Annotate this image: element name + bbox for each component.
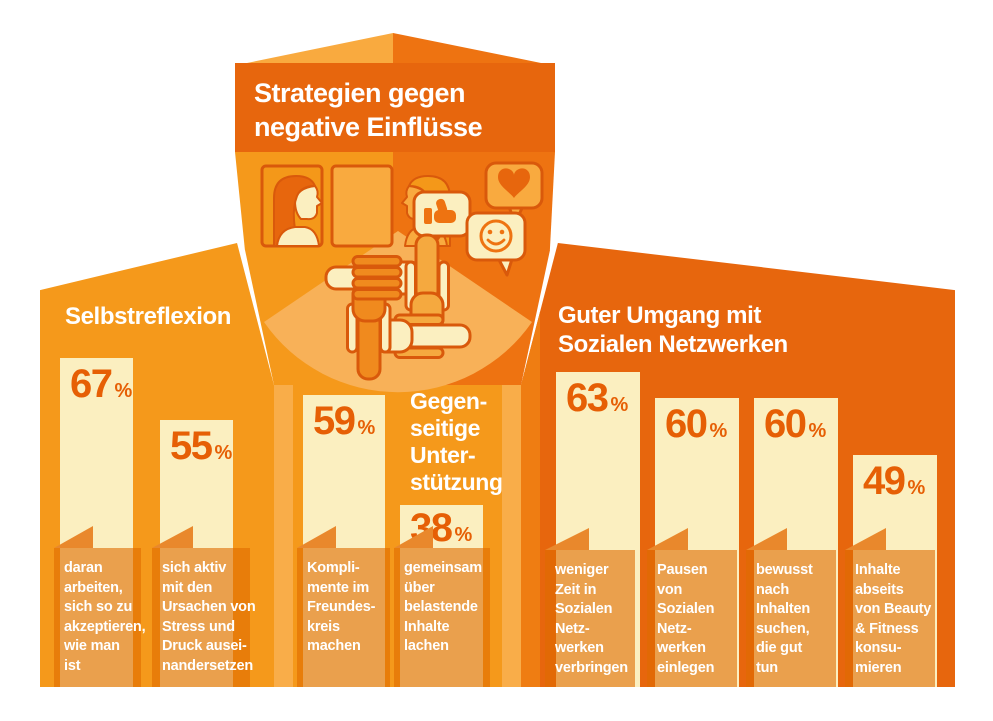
bar-label: gemeinsam über belastende Inhalte lachen <box>404 560 482 654</box>
bar-value: 55% <box>170 424 233 468</box>
divider-strip <box>502 385 521 687</box>
bar-label: daran arbeiten, sich so zu akzeptieren, … <box>64 560 146 674</box>
roof-left-shape <box>247 33 393 63</box>
bar-label: Kompli- mente im Freundes- kreis machen <box>307 560 376 654</box>
bar-label-panel: bewusst nach Inhalten suchen, die gut tu… <box>746 550 836 687</box>
icon-artwork <box>260 161 544 393</box>
fan-shape <box>264 231 532 393</box>
bar-label: Pausen von Sozialen Netz- werken einlege… <box>657 562 715 676</box>
smiley-icon <box>479 219 513 253</box>
bar-label: weniger Zeit in Sozialen Netz- werken ve… <box>555 562 628 676</box>
bar-value: 59% <box>313 399 376 443</box>
heart-icon <box>498 168 530 198</box>
bar-label-panel: Pausen von Sozialen Netz- werken einlege… <box>647 550 737 687</box>
heading-unterstuetzung: Gegen- seitige Unter- stützung <box>410 388 503 495</box>
page-title: Strategien gegen negative Einflüsse <box>254 78 483 142</box>
bar-value: 60% <box>665 402 728 446</box>
bar-label-panel: Kompli- mente im Freundes- kreis machen <box>297 548 390 687</box>
bar-label-panel: daran arbeiten, sich so zu akzeptieren, … <box>54 548 146 687</box>
roof-right-shape <box>393 33 541 63</box>
title-box: Strategien gegen negative Einflüsse <box>235 63 555 152</box>
bar-label-panel: gemeinsam über belastende Inhalte lachen <box>394 548 490 687</box>
divider-strip <box>274 385 293 687</box>
bar-label: bewusst nach Inhalten suchen, die gut tu… <box>756 562 813 676</box>
bar-value: 49% <box>863 459 926 503</box>
bar-label: sich aktiv mit den Ursachen von Stress u… <box>162 560 256 674</box>
bar-label: Inhalte abseits von Beauty & Fitness kon… <box>855 562 932 676</box>
bar-label-panel: sich aktiv mit den Ursachen von Stress u… <box>152 548 256 687</box>
bar-value: 63% <box>566 376 629 420</box>
heading-soziale-netzwerke: Guter Umgang mit Sozialen Netzwerken <box>558 302 788 358</box>
reaction-bubbles-icon <box>412 161 544 277</box>
thumbs-up-icon <box>424 198 456 224</box>
bar-label-panel: Inhalte abseits von Beauty & Fitness kon… <box>845 550 935 687</box>
heading-selbstreflexion: Selbstreflexion <box>65 303 232 330</box>
bar-value: 60% <box>764 402 827 446</box>
bar-value: 67% <box>70 362 133 406</box>
bar-label-panel: weniger Zeit in Sozialen Netz- werken ve… <box>545 550 635 687</box>
clasped-hands-icon <box>324 233 472 381</box>
